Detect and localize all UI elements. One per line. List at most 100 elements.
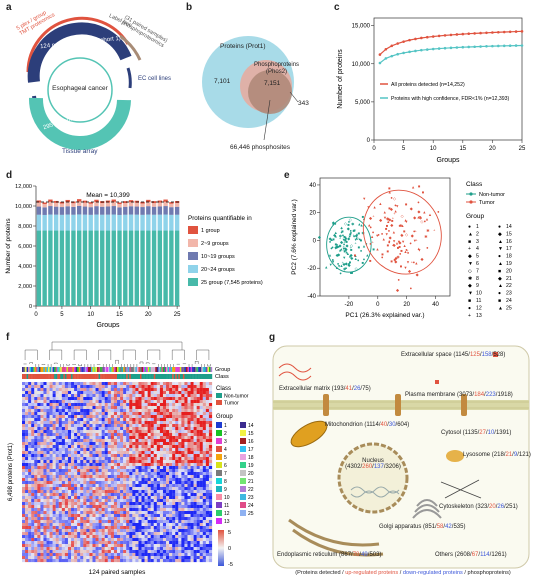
heatmap-cell (120, 544, 123, 547)
heatmap-cell (74, 505, 77, 508)
heatmap-cell (77, 499, 80, 502)
heatmap-cell (50, 406, 53, 409)
class-cell (34, 374, 36, 379)
heatmap-cell (80, 400, 83, 403)
heatmap-cell (99, 388, 102, 391)
heatmap-cell (71, 499, 74, 502)
heatmap-cell (172, 559, 175, 562)
heatmap-cell (154, 559, 157, 562)
heatmap-cell (96, 490, 99, 493)
heatmap-cell (166, 424, 169, 427)
heatmap-cell (71, 496, 74, 499)
heatmap-cell (92, 418, 95, 421)
heatmap-cell (108, 556, 111, 559)
heatmap-cell (43, 478, 46, 481)
heatmap-cell (157, 538, 160, 541)
heatmap-cell (71, 427, 74, 430)
heatmap-cell (99, 457, 102, 460)
heatmap-cell (59, 415, 62, 418)
heatmap-cell (71, 436, 74, 439)
heatmap-cell (34, 448, 37, 451)
heatmap-cell (34, 481, 37, 484)
heatmap-cell (191, 475, 194, 478)
heatmap-cell (40, 469, 43, 472)
heatmap-cell (132, 421, 135, 424)
bar-segment (65, 215, 69, 231)
heatmap-cell (206, 520, 209, 523)
heatmap-cell (99, 382, 102, 385)
group-cell (56, 367, 58, 372)
heatmap-cell (160, 385, 163, 388)
heatmap-cell (126, 526, 129, 529)
class-cell (192, 374, 194, 379)
heatmap-cell (96, 403, 99, 406)
heatmap-cell (80, 388, 83, 391)
heatmap-cell (145, 466, 148, 469)
heatmap-cell (191, 499, 194, 502)
heatmap-cell (59, 391, 62, 394)
heatmap-cell (117, 430, 120, 433)
heatmap-cell (129, 448, 132, 451)
heatmap-cell (74, 406, 77, 409)
heatmap-cell (37, 541, 40, 544)
heatmap-cell (114, 508, 117, 511)
heatmap-cell (111, 499, 114, 502)
heatmap-cell (40, 409, 43, 412)
heatmap-cell (132, 400, 135, 403)
heatmap-cell (175, 538, 178, 541)
heatmap-cell (142, 523, 145, 526)
class-legend-title: Class (216, 386, 231, 392)
heatmap-cell (114, 520, 117, 523)
heatmap-cell (86, 430, 89, 433)
heatmap-cell (114, 478, 117, 481)
heatmap-cell (68, 391, 71, 394)
heatmap-cell (166, 550, 169, 553)
class-cell (43, 374, 45, 379)
heatmap-cell (105, 550, 108, 553)
heatmap-cell (77, 526, 80, 529)
heatmap-cell (126, 454, 129, 457)
heatmap-cell (62, 511, 65, 514)
heatmap-cell (148, 382, 151, 385)
heatmap-cell (22, 532, 25, 535)
bar-segment (106, 203, 110, 207)
heatmap-cell (89, 463, 92, 466)
bar-segment (42, 203, 46, 205)
heatmap-cell (126, 517, 129, 520)
group-cell (85, 367, 87, 372)
heatmap-cell (22, 499, 25, 502)
heatmap-cell (163, 508, 166, 511)
heatmap-cell (194, 400, 197, 403)
scatter-point: ▲ (378, 201, 382, 206)
heatmap-cell (62, 535, 65, 538)
heatmap-cell (31, 532, 34, 535)
series-point (390, 55, 393, 58)
heatmap-cell (194, 433, 197, 436)
heatmap-cell (47, 478, 50, 481)
legend-group-label: 17 (506, 246, 512, 252)
heatmap-cell (138, 427, 141, 430)
scatter-point: ◆ (390, 223, 394, 228)
heatmap-cell (80, 436, 83, 439)
heatmap-cell (92, 556, 95, 559)
heatmap-cell (28, 526, 31, 529)
cell-label-part: 42 (445, 524, 452, 530)
heatmap-cell (50, 514, 53, 517)
heatmap-cell (68, 505, 71, 508)
heatmap-cell (108, 397, 111, 400)
heatmap-cell (53, 490, 56, 493)
heatmap-cell (181, 487, 184, 490)
heatmap-cell (157, 544, 160, 547)
heatmap-cell (191, 400, 194, 403)
heatmap-cell (178, 544, 181, 547)
phospho-label: Phosphoproteins (Phos2) (254, 62, 299, 75)
heatmap-cell (148, 523, 151, 526)
class-cell (79, 374, 81, 379)
heatmap-cell (203, 463, 206, 466)
group-cell (209, 367, 211, 372)
heatmap-cell (191, 520, 194, 523)
heatmap-cell (135, 421, 138, 424)
bar-segment (152, 231, 156, 306)
group-legend-label: 14 (248, 423, 254, 429)
heatmap-cell (194, 499, 197, 502)
